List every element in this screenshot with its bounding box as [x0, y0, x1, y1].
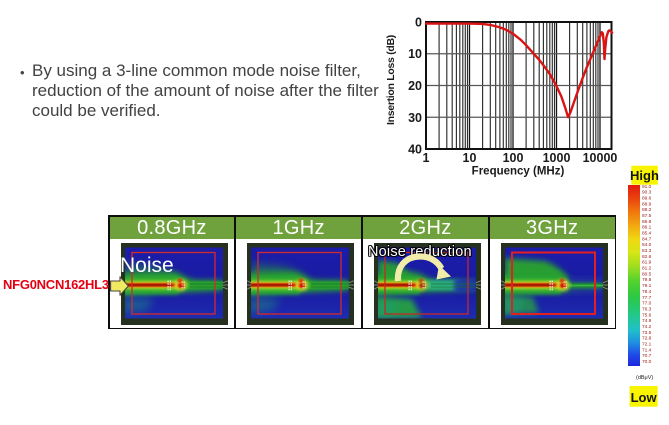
- svg-text:81.2: 81.2: [642, 266, 652, 272]
- svg-text:Frequency (MHz): Frequency (MHz): [472, 166, 565, 178]
- svg-text:75.6: 75.6: [642, 312, 652, 318]
- svg-text:70.7: 70.7: [642, 353, 652, 359]
- svg-text:82.6: 82.6: [642, 254, 652, 260]
- svg-text:0: 0: [415, 16, 422, 30]
- svg-text:77.0: 77.0: [642, 301, 652, 307]
- svg-text:(dBμV): (dBμV): [636, 375, 653, 381]
- svg-text:10000: 10000: [583, 151, 618, 165]
- svg-text:83.3: 83.3: [642, 248, 652, 254]
- svg-text:88.9: 88.9: [642, 201, 652, 207]
- svg-text:74.9: 74.9: [642, 318, 652, 324]
- svg-text:1: 1: [423, 151, 430, 165]
- svg-text:20: 20: [408, 79, 422, 93]
- svg-text:87.5: 87.5: [642, 213, 652, 219]
- svg-text:84.7: 84.7: [642, 236, 652, 242]
- svg-text:73.5: 73.5: [642, 330, 652, 336]
- svg-text:77.7: 77.7: [642, 295, 652, 301]
- svg-text:90.3: 90.3: [642, 190, 652, 196]
- svg-text:71.4: 71.4: [642, 347, 652, 353]
- svg-text:10: 10: [408, 47, 422, 61]
- svg-text:1000: 1000: [543, 151, 571, 165]
- svg-text:Insertion Loss (dB): Insertion Loss (dB): [385, 35, 397, 125]
- svg-text:91.0: 91.0: [642, 184, 652, 190]
- svg-text:80.5: 80.5: [642, 271, 652, 277]
- svg-text:89.6: 89.6: [642, 196, 652, 202]
- svg-text:85.4: 85.4: [642, 231, 652, 237]
- svg-text:40: 40: [408, 143, 422, 157]
- svg-text:74.2: 74.2: [642, 324, 652, 330]
- svg-text:78.4: 78.4: [642, 289, 652, 295]
- svg-text:86.1: 86.1: [642, 225, 652, 231]
- svg-text:86.8: 86.8: [642, 219, 652, 225]
- svg-text:70.0: 70.0: [642, 359, 652, 365]
- svg-text:81.9: 81.9: [642, 260, 652, 266]
- svg-text:30: 30: [408, 111, 422, 125]
- svg-text:72.1: 72.1: [642, 342, 652, 348]
- svg-text:Low: Low: [631, 390, 658, 405]
- svg-text:88.2: 88.2: [642, 207, 652, 213]
- svg-text:72.8: 72.8: [642, 336, 652, 342]
- svg-text:76.3: 76.3: [642, 306, 652, 312]
- svg-text:79.1: 79.1: [642, 283, 652, 289]
- svg-text:10: 10: [463, 151, 477, 165]
- svg-text:High: High: [630, 168, 659, 183]
- svg-text:79.8: 79.8: [642, 277, 652, 283]
- svg-text:84.0: 84.0: [642, 242, 652, 248]
- svg-text:100: 100: [503, 151, 524, 165]
